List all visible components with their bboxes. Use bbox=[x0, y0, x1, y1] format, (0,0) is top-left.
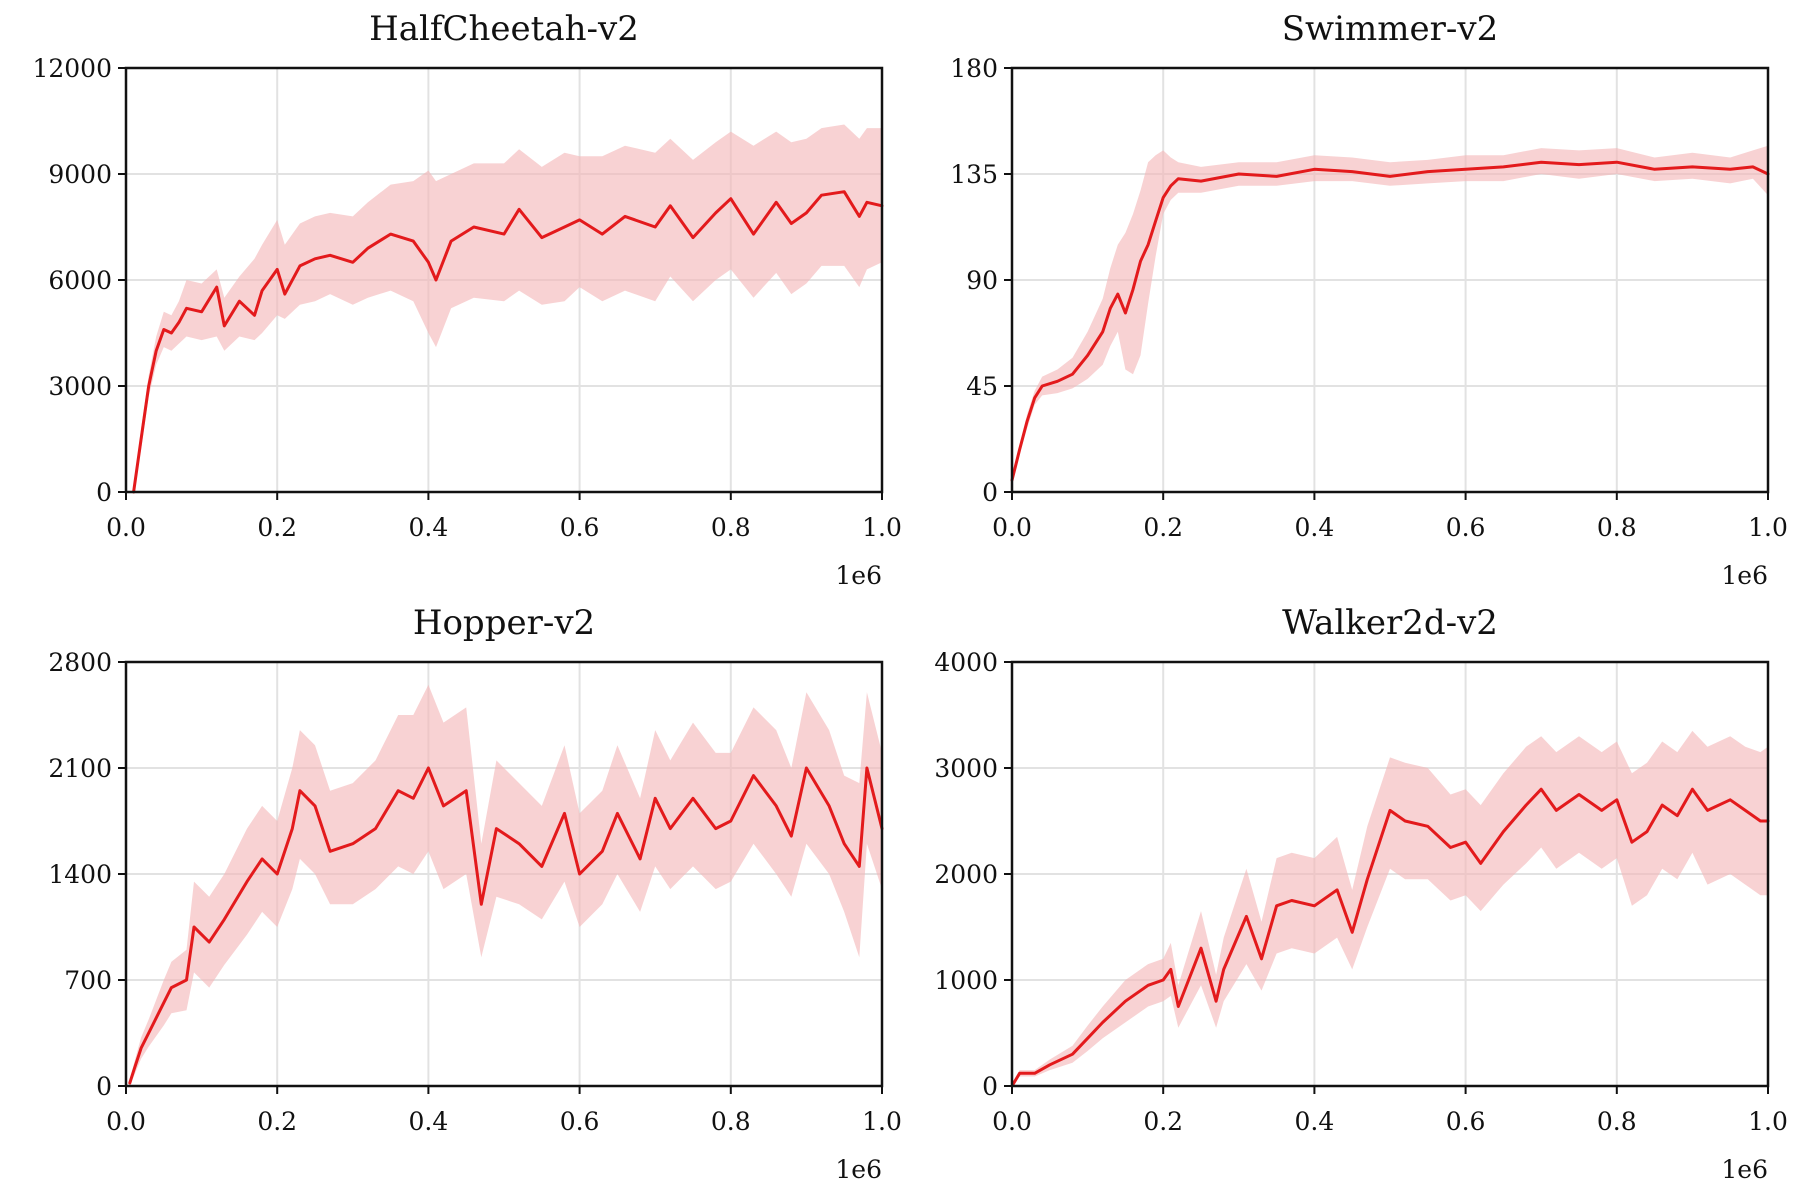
y-tick-label: 0 bbox=[96, 1072, 112, 1101]
x-offset-label: 1e6 bbox=[1721, 1155, 1768, 1184]
x-offset-label: 1e6 bbox=[1721, 561, 1768, 590]
series-line bbox=[132, 190, 884, 494]
y-tick-label: 2000 bbox=[934, 860, 998, 889]
x-tick-label: 0.2 bbox=[257, 513, 297, 542]
chart-panel-hopper: Hopper-v2 0.0 0.2 0.4 0.6 0.8 1.0 0 700 1400 2100… bbox=[48, 603, 902, 1184]
x-tick-label: 0.0 bbox=[992, 513, 1032, 542]
x-offset-label: 1e6 bbox=[835, 1155, 882, 1184]
y-tick-label: 2800 bbox=[48, 648, 112, 677]
x-tick-label: 0.6 bbox=[1446, 513, 1486, 542]
std-band-layer bbox=[133, 124, 883, 492]
y-tick-label: 3000 bbox=[48, 372, 112, 401]
x-tick-label: 0.8 bbox=[711, 513, 751, 542]
y-tick-label: 9000 bbox=[48, 160, 112, 189]
chart-panel-walker2d: Walker2d-v2 0.0 0.2 0.4 0.6 0.8 1.0 0 1000 2000 3… bbox=[934, 603, 1788, 1184]
tick-layer: 0.0 0.2 0.4 0.6 0.8 1.0 0 1000 2000 3000 4000 bbox=[934, 648, 1788, 1136]
y-tick-label: 0 bbox=[982, 1072, 998, 1101]
x-tick-label: 0.2 bbox=[1143, 1107, 1183, 1136]
y-tick-label: 700 bbox=[64, 966, 112, 995]
panel-title: Hopper-v2 bbox=[413, 603, 595, 643]
x-tick-label: 0.0 bbox=[992, 1107, 1032, 1136]
x-offset-label: 1e6 bbox=[835, 561, 882, 590]
x-tick-label: 0.6 bbox=[1446, 1107, 1486, 1136]
std-band-layer bbox=[1012, 730, 1768, 1086]
y-tick-label: 90 bbox=[966, 266, 998, 295]
y-tick-label: 6000 bbox=[48, 266, 112, 295]
panel-title: Walker2d-v2 bbox=[1282, 603, 1498, 643]
y-tick-label: 1000 bbox=[934, 966, 998, 995]
series-line bbox=[1010, 787, 1770, 1088]
x-tick-label: 0.0 bbox=[106, 1107, 146, 1136]
tick-layer: 0.0 0.2 0.4 0.6 0.8 1.0 0 700 1400 2100 2800 bbox=[48, 648, 902, 1136]
x-tick-label: 1.0 bbox=[1748, 1107, 1788, 1136]
x-tick-label: 0.6 bbox=[560, 513, 600, 542]
y-tick-label: 12000 bbox=[32, 54, 112, 83]
y-tick-label: 4000 bbox=[934, 648, 998, 677]
series-line-layer bbox=[1010, 160, 1770, 482]
series-line-layer bbox=[1010, 787, 1770, 1088]
x-tick-label: 0.4 bbox=[1295, 1107, 1335, 1136]
y-tick-label: 135 bbox=[950, 160, 998, 189]
series-line-layer bbox=[132, 190, 884, 494]
y-tick-label: 0 bbox=[982, 478, 998, 507]
x-tick-label: 1.0 bbox=[862, 1107, 902, 1136]
std-band bbox=[133, 124, 883, 492]
std-band bbox=[1012, 730, 1768, 1086]
x-tick-label: 0.8 bbox=[1597, 1107, 1637, 1136]
y-tick-label: 2100 bbox=[48, 754, 112, 783]
panel-title: HalfCheetah-v2 bbox=[369, 9, 639, 49]
x-tick-label: 0.6 bbox=[560, 1107, 600, 1136]
x-tick-label: 0.2 bbox=[257, 1107, 297, 1136]
y-tick-label: 180 bbox=[950, 54, 998, 83]
series-line-layer bbox=[128, 766, 884, 1085]
x-tick-label: 0.0 bbox=[106, 513, 146, 542]
x-tick-label: 0.4 bbox=[409, 513, 449, 542]
x-tick-label: 0.8 bbox=[711, 1107, 751, 1136]
y-tick-label: 45 bbox=[966, 372, 998, 401]
y-tick-label: 0 bbox=[96, 478, 112, 507]
tick-layer: 0.0 0.2 0.4 0.6 0.8 1.0 0 3000 6000 9000 12000 bbox=[32, 54, 901, 542]
x-tick-label: 0.4 bbox=[1295, 513, 1335, 542]
series-line bbox=[1010, 160, 1770, 482]
chart-panel-halfcheetah: HalfCheetah-v2 0.0 0.2 0.4 0.6 0.8 1.0 0 3000 60… bbox=[32, 9, 901, 590]
chart-panel-swimmer: Swimmer-v2 0.0 0.2 0.4 0.6 0.8 1.0 0 45 90 135 180… bbox=[950, 9, 1788, 590]
y-tick-label: 3000 bbox=[934, 754, 998, 783]
std-band bbox=[129, 684, 883, 1085]
series-line bbox=[128, 766, 884, 1085]
x-tick-label: 1.0 bbox=[1748, 513, 1788, 542]
x-tick-label: 0.8 bbox=[1597, 513, 1637, 542]
x-tick-label: 0.4 bbox=[409, 1107, 449, 1136]
tick-layer: 0.0 0.2 0.4 0.6 0.8 1.0 0 45 90 135 180 bbox=[950, 54, 1788, 542]
y-tick-label: 1400 bbox=[48, 860, 112, 889]
x-tick-label: 1.0 bbox=[862, 513, 902, 542]
panel-title: Swimmer-v2 bbox=[1282, 9, 1498, 49]
std-band-layer bbox=[129, 684, 883, 1085]
x-tick-label: 0.2 bbox=[1143, 513, 1183, 542]
